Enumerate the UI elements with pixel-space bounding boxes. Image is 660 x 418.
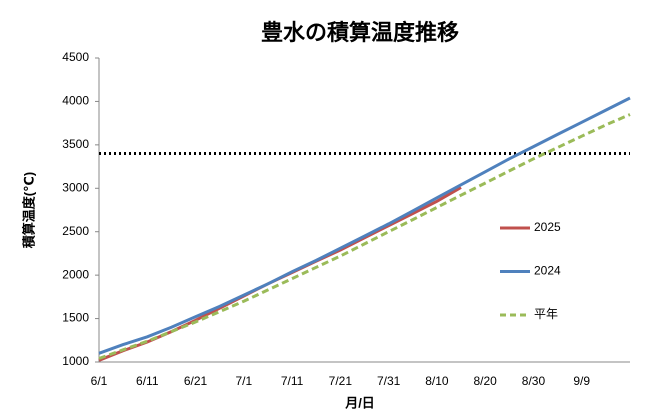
y-tick-label: 2500	[62, 224, 89, 238]
y-tick-label: 1500	[62, 311, 89, 325]
y-tick-label: 3000	[62, 180, 89, 194]
x-axis-title: 月/日	[344, 395, 375, 410]
x-tick-label: 7/11	[281, 374, 304, 388]
x-tick-label: 6/11	[136, 374, 159, 388]
y-tick-label: 4000	[62, 94, 89, 108]
legend-label: 平年	[534, 307, 558, 321]
y-tick-label: 4500	[62, 50, 89, 64]
x-tick-label: 7/1	[235, 374, 252, 388]
y-tick-label: 2000	[62, 267, 89, 281]
y-axis-title: 積算温度(℃)	[21, 172, 36, 249]
x-tick-label: 7/21	[329, 374, 353, 388]
series-line	[98, 96, 631, 355]
y-tick-label: 3500	[62, 137, 89, 151]
series-line	[98, 113, 631, 360]
x-tick-label: 7/31	[377, 374, 401, 388]
legend-label: 2024	[534, 264, 561, 278]
x-tick-label: 6/1	[91, 374, 108, 388]
x-tick-label: 9/9	[573, 374, 590, 388]
legend-label: 2025	[534, 220, 561, 234]
x-tick-label: 8/30	[522, 374, 546, 388]
x-tick-label: 8/20	[474, 374, 498, 388]
y-tick-label: 1000	[62, 354, 89, 368]
chart-title: 豊水の積算温度推移	[261, 20, 459, 45]
x-tick-label: 6/21	[184, 374, 208, 388]
x-tick-label: 8/10	[425, 374, 449, 388]
